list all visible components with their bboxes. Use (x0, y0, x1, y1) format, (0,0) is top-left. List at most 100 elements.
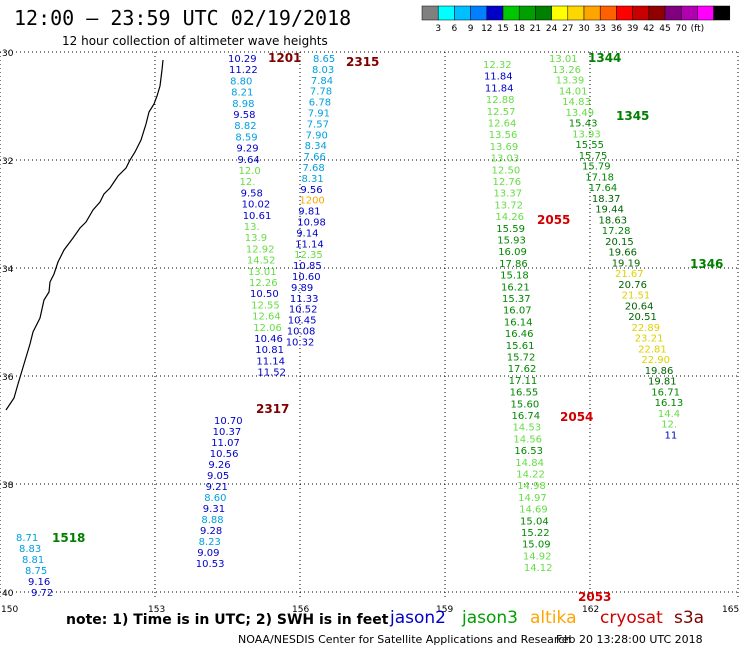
swh-value: 13.37 (493, 189, 522, 200)
swh-value: 1200 (299, 196, 324, 207)
colorbar-tick-label: 70 (675, 24, 687, 34)
swh-value: 16.13 (655, 398, 684, 409)
colorbar-swatch (567, 5, 585, 21)
swh-value: 14.52 (247, 256, 276, 267)
colorbar-tick-label: 39 (627, 24, 639, 34)
swh-value: 13.93 (572, 129, 601, 140)
swh-value: 15.09 (522, 540, 551, 551)
track-time-label: 2315 (346, 55, 379, 69)
swh-value: 17.28 (602, 226, 631, 237)
swh-value: 7.66 (304, 152, 326, 163)
swh-value: 16.09 (498, 247, 527, 258)
swh-value: 9.14 (296, 228, 318, 239)
colorbar-swatch (632, 5, 650, 21)
colorbar-tick-label: 3 (435, 24, 441, 34)
swh-value: 10.50 (250, 289, 279, 300)
footer-note: note: 1) Time is in UTC; 2) SWH is in fe… (66, 612, 389, 628)
swh-value: 10.46 (254, 334, 283, 345)
swh-value: 16.21 (501, 282, 530, 293)
swh-value: 17.62 (508, 364, 537, 375)
swh-value: 12.35 (294, 250, 323, 261)
swh-value: 10.56 (210, 449, 239, 460)
swh-value: 16.46 (505, 329, 534, 340)
swh-value: 15.61 (506, 341, 535, 352)
colorbar-swatch (454, 5, 471, 21)
swh-value: 17.18 (585, 172, 614, 183)
longitude-label: 156 (292, 605, 309, 615)
colorbar-swatch (713, 5, 731, 21)
legend-jason3: jason3 (462, 608, 518, 628)
swh-value: 9.05 (207, 471, 229, 482)
latitude-label: 38 (2, 481, 14, 491)
swh-value: 16.74 (512, 411, 541, 422)
swh-value: 13.26 (552, 65, 581, 76)
swh-value: 20.51 (628, 312, 657, 323)
colorbar-tick-label: 15 (497, 24, 508, 34)
swh-value: 14.01 (559, 86, 588, 97)
map-subtitle: 12 hour collection of altimeter wave hei… (62, 34, 328, 48)
track-time-label: 2317 (256, 402, 289, 416)
swh-value: 8.81 (22, 555, 44, 566)
swh-value: 19.19 (612, 258, 641, 269)
colorbar-swatch (697, 5, 714, 21)
colorbar-tick-label: 33 (594, 24, 605, 34)
swh-value: 8.98 (232, 99, 254, 110)
swh-value: 17.11 (509, 376, 538, 387)
swh-value: 11 (665, 430, 678, 441)
swh-value: 12. (240, 177, 256, 188)
colorbar-swatch (437, 5, 455, 21)
colorbar-swatch (551, 5, 569, 21)
colorbar-swatch (486, 5, 504, 21)
colorbar-tick-label: 18 (513, 24, 525, 34)
swh-value: 12.06 (253, 323, 282, 334)
colorbar-swatch (648, 5, 666, 21)
coastline-path (5, 59, 164, 411)
swh-value: 10.08 (287, 327, 316, 338)
swh-value: 8.59 (235, 132, 257, 143)
footer-date: Feb 20 13:28:00 UTC 2018 (556, 633, 703, 646)
swh-value: 10.81 (255, 345, 284, 356)
swh-value: 21.51 (622, 291, 651, 302)
swh-value: 14.12 (524, 563, 553, 574)
swh-value: 9.81 (298, 207, 320, 218)
colorbar: 3 6 9 12 15 18 21 24 27 30 33 36 39 42 45 70 (ft) (421, 5, 731, 34)
swh-value: 8.65 (313, 54, 335, 65)
lat-lon-grid (0, 51, 739, 598)
colorbar-tick-label: 9 (468, 24, 474, 34)
swh-value: 8.88 (201, 515, 223, 526)
swh-value: 14.56 (513, 434, 542, 445)
swh-value: 13.69 (490, 142, 519, 153)
swh-value: 9.28 (200, 526, 222, 537)
swh-value: 15.55 (575, 140, 604, 151)
swh-value: 11.22 (229, 65, 258, 76)
colorbar-tick-label: 24 (546, 24, 558, 34)
swh-value: 22.90 (641, 355, 670, 366)
swh-value: 8.82 (234, 121, 256, 132)
swh-value: 10.29 (228, 54, 257, 65)
swh-value: 12.92 (246, 244, 275, 255)
longitude-label: 159 (436, 605, 453, 615)
swh-value: 9.58 (233, 110, 255, 121)
colorbar-tick-label: 45 (659, 24, 670, 34)
legend-jason2: jason2 (390, 608, 446, 628)
track-time-label: 1344 (588, 51, 621, 65)
coastline (5, 59, 164, 411)
colorbar-tick-label: 27 (562, 24, 573, 34)
legend-s3a: s3a (674, 608, 705, 628)
latitude-label: 32 (2, 157, 13, 167)
swh-value: 14.53 (512, 423, 541, 434)
swh-value: 12.32 (483, 60, 512, 71)
swh-value: 12. (661, 420, 677, 431)
swh-value: 7.91 (308, 109, 330, 120)
colorbar-swatch (599, 5, 617, 21)
swh-value: 12.64 (488, 119, 517, 130)
swh-value: 9.31 (203, 504, 225, 515)
track-time-label: 2054 (560, 410, 593, 424)
swh-value: 10.53 (196, 559, 225, 570)
swh-value: 12.50 (492, 165, 521, 176)
legend-altika: altika (530, 608, 577, 628)
legend-cryosat: cryosat (600, 608, 663, 628)
colorbar-tick-label: 21 (530, 24, 541, 34)
track-time-label: 1346 (690, 257, 723, 271)
